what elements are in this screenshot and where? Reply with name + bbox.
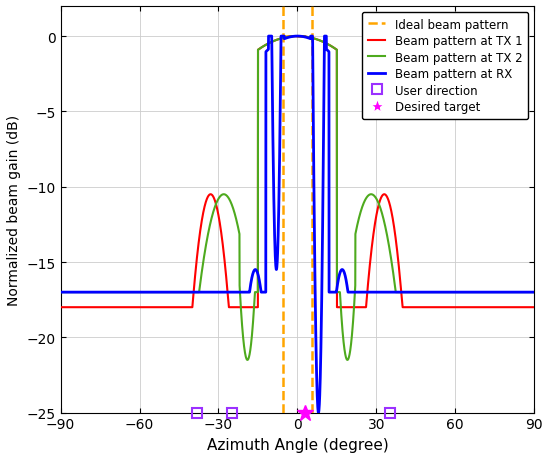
Y-axis label: Normalized beam gain (dB): Normalized beam gain (dB) <box>7 114 21 305</box>
X-axis label: Azimuth Angle (degree): Azimuth Angle (degree) <box>207 437 388 452</box>
Legend: Ideal beam pattern, Beam pattern at TX 1, Beam pattern at TX 2, Beam pattern at : Ideal beam pattern, Beam pattern at TX 1… <box>362 13 529 120</box>
